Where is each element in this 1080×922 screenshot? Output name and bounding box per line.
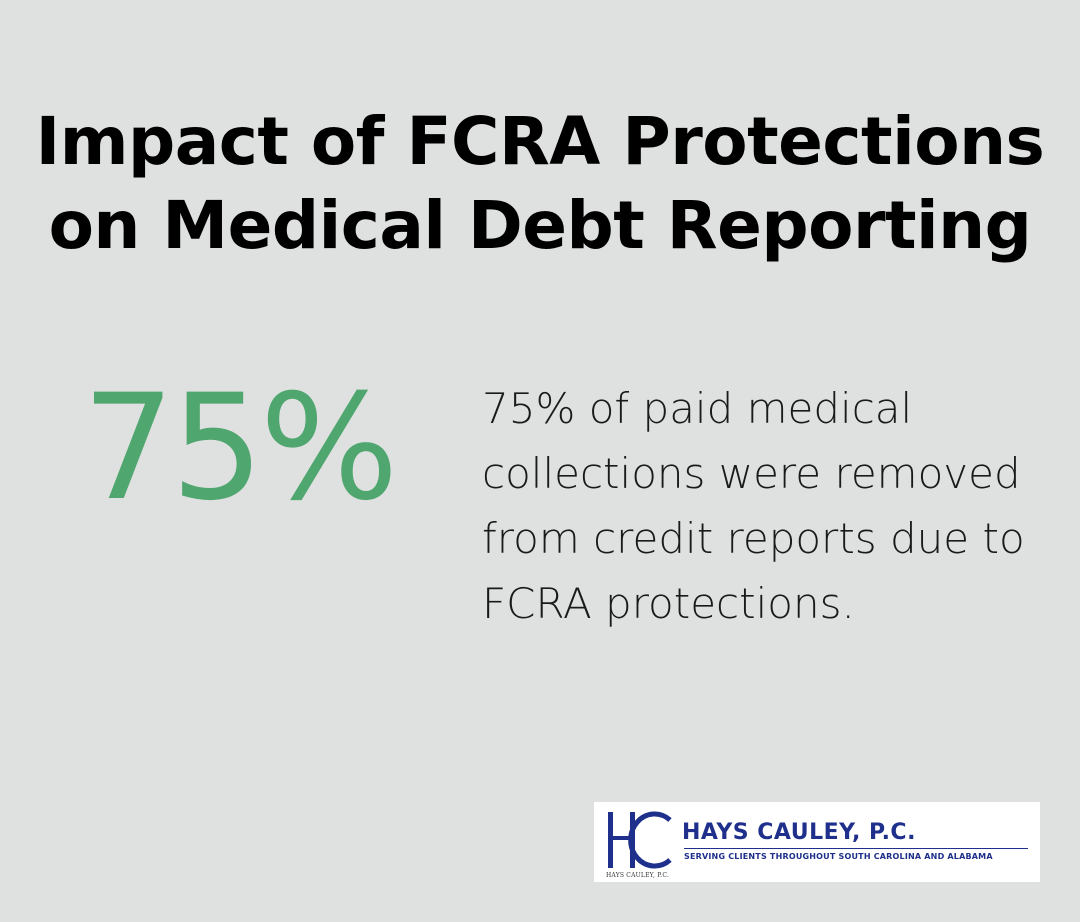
page-title-line-1: Impact of FCRA Protections [35,103,1045,180]
page-title: Impact of FCRA Protections on Medical De… [0,100,1080,268]
stat-description: 75% of paid medical collections were rem… [482,384,1025,628]
logo-company-name: HAYS CAULEY, P.C. [682,820,916,845]
hc-monogram-icon [608,811,672,869]
page-title-line-2: on Medical Debt Reporting [48,187,1032,264]
logo-tagline: SERVING CLIENTS THROUGHOUT SOUTH CAROLIN… [684,852,993,861]
company-logo: HAYS CAULEY, P.C. HAYS CAULEY, P.C. SERV… [594,802,1040,882]
logo-small-text: HAYS CAULEY, P.C. [606,872,670,879]
logo-divider [684,848,1028,849]
stat-value: 75% [82,363,399,533]
